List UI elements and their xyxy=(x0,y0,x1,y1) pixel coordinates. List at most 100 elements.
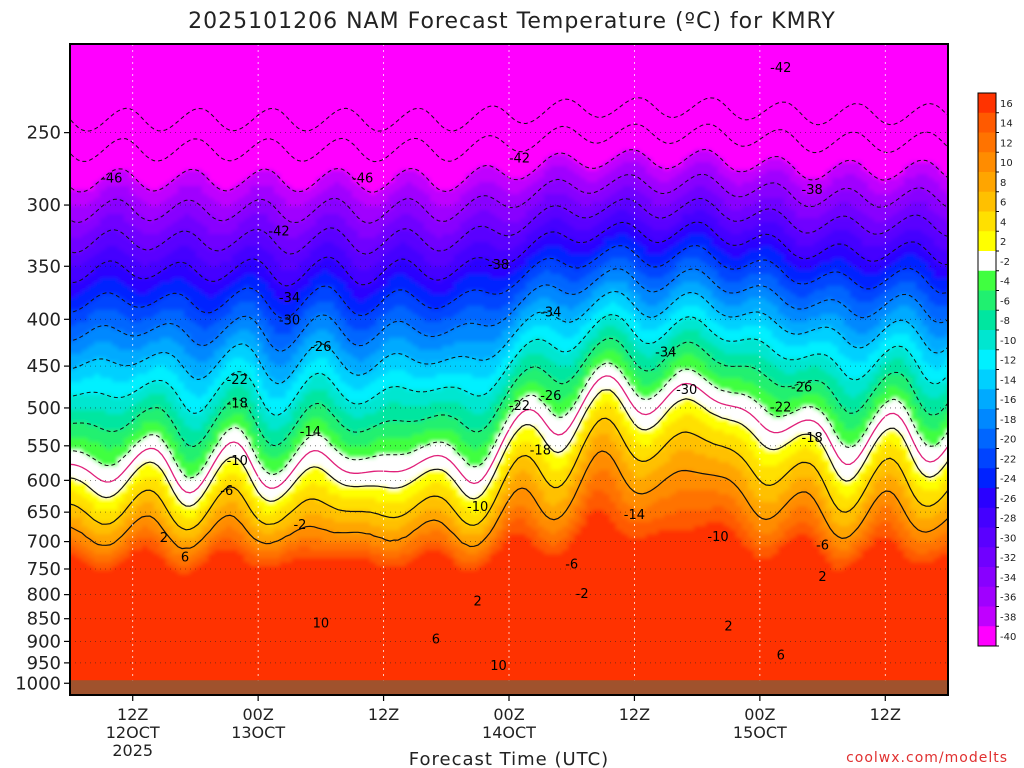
colorbar-swatch xyxy=(978,349,996,370)
colorbar-label: 2 xyxy=(1000,237,1006,248)
x-tick-label: 00Z xyxy=(744,705,775,724)
contour-label: -46 xyxy=(101,172,122,187)
colorbar-label: 14 xyxy=(1000,119,1013,130)
ground-layer xyxy=(70,680,948,695)
colorbar-label: -36 xyxy=(1000,593,1016,604)
colorbar-label: 8 xyxy=(1000,178,1006,189)
chart-title: 2025101206 NAM Forecast Temperature (ºC)… xyxy=(188,9,836,34)
contour-line--14 xyxy=(70,290,948,385)
x-tick-label: 12Z xyxy=(117,705,148,724)
colorbar-swatch xyxy=(978,251,996,272)
y-tick-label: 350 xyxy=(27,256,61,277)
colorbar-swatch xyxy=(978,369,996,390)
svg-text:6: 6 xyxy=(181,551,189,566)
svg-text:-34: -34 xyxy=(655,346,676,361)
x-tick-label: 12Z xyxy=(619,705,650,724)
svg-text:-14: -14 xyxy=(300,425,321,440)
colorbar-swatch xyxy=(978,586,996,607)
svg-text:-26: -26 xyxy=(791,381,812,396)
contour-line--38 xyxy=(70,148,948,193)
svg-text:-22: -22 xyxy=(509,399,530,414)
x-tick-label: 00Z xyxy=(493,705,524,724)
colorbar-label: -4 xyxy=(1000,277,1010,288)
contour-label: 2 xyxy=(724,620,732,635)
x-tick-label: 00Z xyxy=(242,705,273,724)
contour-label: -22 xyxy=(227,373,248,388)
contour-line-2 xyxy=(70,389,948,507)
colorbar-label: -26 xyxy=(1000,494,1016,505)
y-tick-label: 300 xyxy=(27,195,61,216)
contour-label: -30 xyxy=(279,313,300,328)
colorbar-swatch xyxy=(978,330,996,351)
svg-text:-10: -10 xyxy=(467,500,488,515)
svg-text:-38: -38 xyxy=(802,183,823,198)
colorbar-swatch xyxy=(978,112,996,133)
contour-label: -18 xyxy=(802,431,823,446)
grid-lines xyxy=(70,44,948,695)
colorbar-swatch xyxy=(978,132,996,153)
contour-label: 6 xyxy=(777,648,785,663)
x-tick-date: 13OCT xyxy=(231,723,285,742)
contour-line--6 xyxy=(70,337,948,448)
colorbar-swatch xyxy=(978,606,996,627)
contour-label: 2 xyxy=(818,570,826,585)
contour-label: -38 xyxy=(802,183,823,198)
x-axis-label: Forecast Time (UTC) xyxy=(409,749,609,768)
y-tick-label: 850 xyxy=(27,609,61,630)
svg-text:-22: -22 xyxy=(227,373,248,388)
colorbar-swatch xyxy=(978,527,996,548)
colorbar-label: -16 xyxy=(1000,395,1016,406)
colorbar-label: -12 xyxy=(1000,356,1016,367)
y-tick-label: 700 xyxy=(27,532,61,553)
contour-label: 2 xyxy=(474,595,482,610)
colorbar-label: -30 xyxy=(1000,533,1016,544)
colorbar-label: -8 xyxy=(1000,316,1010,327)
contour-label: -10 xyxy=(227,454,248,469)
contour-line--2 xyxy=(70,362,948,479)
colorbar-swatch xyxy=(978,468,996,489)
svg-text:-10: -10 xyxy=(227,454,248,469)
contour-line--42 xyxy=(70,123,948,163)
plot-area: -46 -46-42-42-42-38-38-34-34-34-30-30-26-… xyxy=(70,44,948,695)
contour-line--22 xyxy=(70,244,948,319)
freezing-line xyxy=(70,375,948,494)
contour-label: 10 xyxy=(313,616,330,631)
colorbar-swatch xyxy=(978,211,996,232)
colorbar-swatch xyxy=(978,270,996,291)
colorbar-swatch xyxy=(978,310,996,331)
contour-label: -34 xyxy=(655,346,676,361)
contour-label: -30 xyxy=(676,383,697,398)
contour-label: -34 xyxy=(279,291,300,306)
contour-label: -2 xyxy=(576,587,589,602)
contour-label: 6 xyxy=(432,632,440,647)
y-tick-label: 650 xyxy=(27,502,61,523)
x-tick-date: 14OCT xyxy=(482,723,536,742)
colorbar-label: -14 xyxy=(1000,375,1016,386)
svg-text:-6: -6 xyxy=(565,558,578,573)
contour-label: -38 xyxy=(488,258,509,273)
temperature-bands xyxy=(70,44,948,695)
contour-line-10 xyxy=(70,450,948,550)
contour-label: -46 xyxy=(352,172,373,187)
contour-line--30 xyxy=(70,197,948,255)
colorbar-label: -20 xyxy=(1000,435,1016,446)
colorbar-swatch xyxy=(978,191,996,212)
colorbar-swatch xyxy=(978,626,996,647)
y-tick-label: 500 xyxy=(27,398,61,419)
contour-label: -42 xyxy=(509,151,530,166)
contour-labels: -46 -46-42-42-42-38-38-34-34-34-30-30-26-… xyxy=(101,61,829,674)
contour-label: -10 xyxy=(707,530,728,545)
contour-line--46 xyxy=(70,97,948,132)
contour-label: -6 xyxy=(565,558,578,573)
x-tick-date: 12OCT xyxy=(106,723,160,742)
contour-label: -6 xyxy=(816,538,829,553)
colorbar-swatch xyxy=(978,507,996,528)
contour-line--26 xyxy=(70,221,948,287)
svg-text:-30: -30 xyxy=(676,383,697,398)
colorbar: 16 14 12 10 8 6 4 2 -2 -4 -6 -8 -10 -12 -14 -16 -18 -20 -2… xyxy=(977,92,1016,647)
contour-label: -42 xyxy=(268,225,289,240)
colorbar-label: 16 xyxy=(1000,99,1013,110)
svg-text:-10: -10 xyxy=(707,530,728,545)
